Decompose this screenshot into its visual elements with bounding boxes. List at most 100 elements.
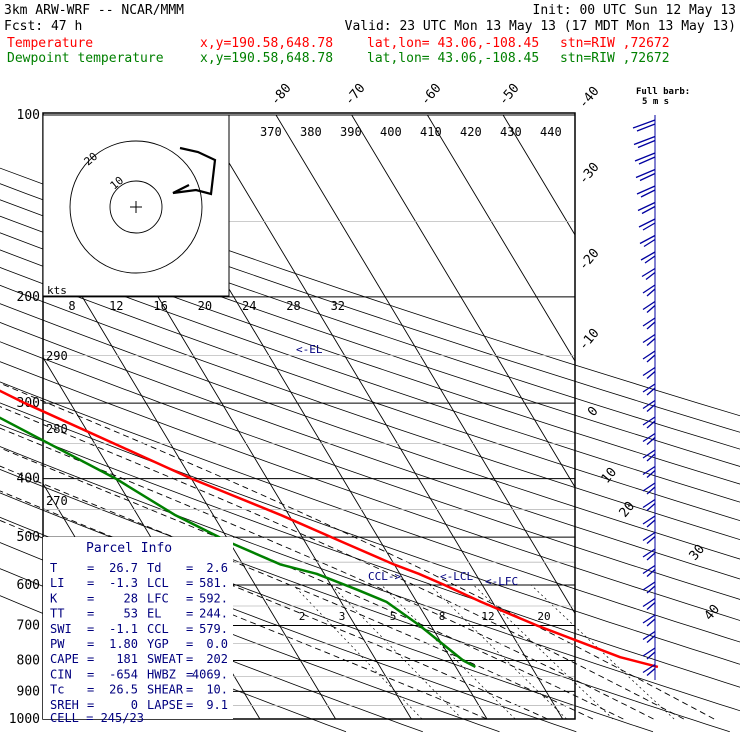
parcel-info-cell: = [186, 667, 193, 681]
pressure-tick-label: 700 [17, 618, 40, 633]
theta-label: 280 [46, 422, 68, 436]
temperature-latlon: lat,lon= 43.06,-108.45 [367, 36, 539, 51]
parcel-info-panel: Parcel Info T = 26.7 Td = 2.6 LI = -1.3 LCL = 581. K… [43, 537, 233, 725]
dry-adiabat [0, 232, 740, 485]
wind-barb [642, 482, 656, 495]
parcel-info-cell: = [186, 637, 193, 651]
el-marker: <-EL [296, 343, 323, 356]
isotherm-label: 0 [585, 404, 602, 420]
parcel-info-cell: 26.7 [109, 561, 138, 575]
theta-label: 290 [46, 349, 68, 363]
theta-label: 430 [500, 125, 522, 139]
mixing-ratio-label: 3 [339, 610, 346, 623]
wind-barb [638, 218, 656, 231]
parcel-info-title: Parcel Info [86, 541, 172, 556]
dry-adiabat [0, 167, 740, 417]
theta-label: 270 [46, 494, 68, 508]
parcel-info-cell: = [87, 591, 94, 605]
dry-adiabat [0, 284, 740, 541]
wind-barb [632, 119, 656, 132]
parcel-info-cell: = [186, 652, 193, 666]
wind-barb [642, 317, 656, 330]
wind-barb [642, 449, 656, 462]
wind-barb [642, 366, 656, 379]
full-barb-label: Full barb: [636, 87, 690, 97]
hodograph-speed-label: 12 [109, 299, 123, 313]
wind-barb [642, 399, 656, 412]
wind-barb [641, 267, 656, 281]
model-title: 3km ARW-WRF -- NCAR/MMM [4, 3, 184, 18]
pressure-tick-label: 100 [17, 108, 40, 123]
theta-label: 420 [460, 125, 482, 139]
wind-barb [642, 548, 656, 561]
parcel-info-cell: 26.5 [109, 683, 138, 697]
parcel-info-cell: -1.3 [109, 576, 138, 590]
isotherm-label: -70 [342, 81, 369, 109]
parcel-info-cell: CCL [147, 622, 169, 636]
theta-label: 440 [540, 125, 562, 139]
parcel-info-cell: 0 [131, 698, 138, 712]
hodograph-speed-label: 28 [286, 299, 300, 313]
parcel-info-cell: LFC [147, 591, 169, 605]
theta-label: 400 [380, 125, 402, 139]
parcel-info-cell: Td [147, 561, 161, 575]
mixing-ratio-label: 8 [439, 610, 446, 623]
parcel-info-cell: EL [147, 607, 161, 621]
theta-label: 370 [260, 125, 282, 139]
wind-barb [642, 383, 656, 396]
wind-barb [642, 284, 656, 297]
wind-barb [642, 647, 656, 660]
wind-barb [642, 350, 656, 363]
isotherm-label: -50 [496, 81, 523, 109]
hodograph-ring-outer [69, 140, 203, 274]
parcel-info-cell: = [87, 698, 94, 712]
parcel-info-cell: 9.1 [206, 698, 228, 712]
wind-barb [633, 135, 656, 149]
parcel-info-cell: -1.1 [109, 622, 138, 636]
forecast-hour: Fcst: 47 h [4, 19, 82, 34]
parcel-info-cell: CIN [50, 667, 72, 681]
parcel-info-cell: CAPE [50, 652, 79, 666]
parcel-info-cell: = [87, 622, 94, 636]
dry-adiabat [0, 303, 740, 560]
hodograph-trace [172, 146, 217, 196]
pressure-tick-label: 400 [17, 472, 40, 487]
isotherm-label: -40 [576, 84, 603, 112]
parcel-info-cell: SHEAR [147, 683, 184, 697]
hodograph-ring-inner [109, 180, 163, 234]
wind-barb [639, 234, 656, 248]
parcel-info-cell: = [87, 637, 94, 651]
mixing-ratio-line [429, 584, 567, 720]
parcel-info-cell: 202 [206, 652, 228, 666]
isotherm-label: -10 [576, 326, 603, 354]
mixing-ratio-line [381, 584, 516, 720]
parcel-info-cell: 1.80 [109, 637, 138, 651]
wind-barb [642, 614, 656, 627]
dry-adiabat [0, 402, 740, 665]
mixing-ratio-line [473, 584, 614, 720]
wind-barb [642, 564, 656, 577]
ccl-marker: CCL-> [368, 570, 401, 583]
wind-barb [636, 185, 656, 198]
parcel-info-cell: = [186, 698, 193, 712]
dry-adiabat [0, 446, 740, 712]
parcel-info-cell: 28 [124, 591, 138, 605]
wind-barbs [632, 115, 656, 680]
dewpoint-latlon: lat,lon= 43.06,-108.45 [367, 51, 539, 66]
parcel-info-cell: LAPSE [147, 698, 183, 712]
wind-barb [642, 597, 656, 610]
wind-barb [637, 201, 656, 215]
parcel-info-cell: 2.6 [206, 561, 228, 575]
dewpoint-trace [0, 416, 476, 669]
dry-adiabat [0, 468, 730, 733]
parcel-info-cell: SREH [50, 698, 79, 712]
parcel-info-cell: 10. [206, 683, 228, 697]
hodograph-speed-label: 16 [153, 299, 167, 313]
init-time: Init: 00 UTC Sun 12 May 13 [533, 3, 737, 18]
dewpoint-xy: x,y=190.58,648.78 [200, 51, 333, 66]
hodograph-speed-label: 20 [198, 299, 212, 313]
wind-barb [642, 416, 656, 429]
